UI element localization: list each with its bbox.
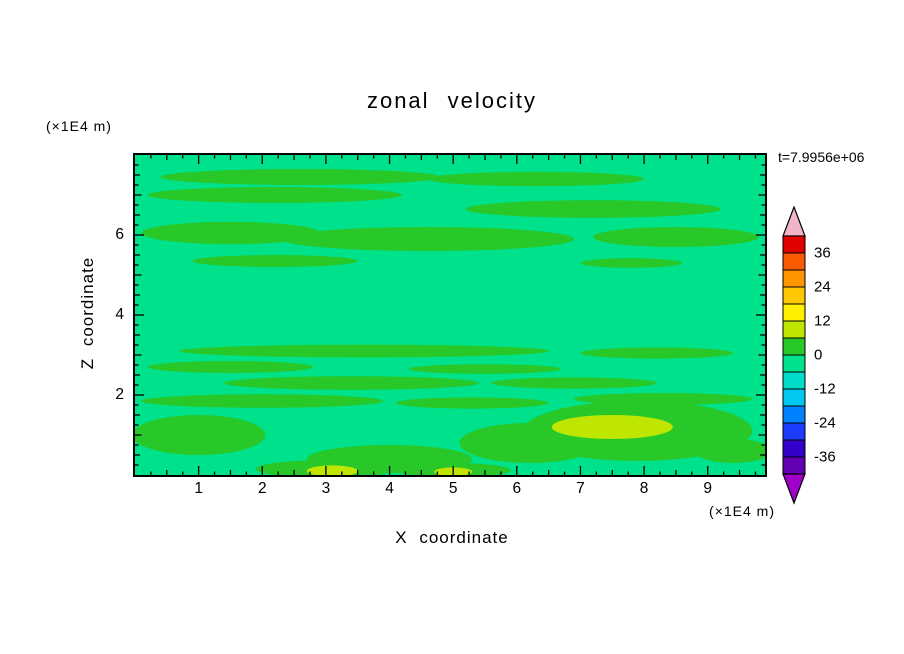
colorbar-segment	[782, 286, 806, 305]
contour-region	[306, 465, 358, 475]
contour-region	[141, 221, 320, 245]
contour-region	[179, 344, 549, 358]
contour-region	[465, 200, 721, 218]
colorbar-tick-label: 12	[814, 312, 831, 330]
time-label: t=7.9956e+06	[778, 149, 865, 165]
x-tick-label: 4	[385, 480, 394, 497]
x-axis-label: X coordinate	[395, 528, 509, 547]
colorbar-tick-label: 0	[814, 346, 823, 364]
x-tick-label: 3	[321, 480, 331, 497]
colorbar-segment	[782, 303, 806, 322]
contour-region	[551, 415, 673, 439]
contour-region	[580, 258, 683, 268]
x-tick-label: 6	[512, 480, 522, 497]
contour-region	[427, 171, 645, 187]
contour-region	[147, 361, 314, 373]
x-tick-label: 7	[576, 480, 585, 497]
plot-area	[133, 153, 767, 477]
colorbar-tick-label: -12	[814, 380, 836, 398]
contour-region	[491, 377, 657, 389]
x-tick-label: 2	[257, 480, 267, 497]
colorbar-segment	[782, 252, 806, 271]
colorbar-tick-label: -36	[814, 448, 836, 466]
colorbar-arrow-under	[782, 473, 806, 505]
contour-region	[408, 364, 562, 374]
colorbar-arrow-over	[782, 206, 806, 237]
x-tick-label: 1	[194, 480, 203, 497]
colorbar-tick-label: -24	[814, 414, 836, 432]
x-tick-label: 8	[639, 480, 649, 497]
colorbar-segment	[782, 320, 806, 339]
y-tick-label: 6	[115, 226, 124, 243]
colorbar-segment	[782, 456, 806, 475]
contour-region	[580, 347, 734, 359]
x-axis-unit-label: (×1E4 m)	[709, 503, 775, 519]
colorbar	[782, 206, 806, 505]
colorbar-segment	[782, 422, 806, 441]
contour-region	[395, 397, 549, 409]
contour-region	[281, 227, 575, 251]
colorbar-segment	[782, 405, 806, 424]
chart-title: zonal velocity	[366, 88, 538, 113]
contour-region	[160, 169, 441, 185]
colorbar-segment	[782, 388, 806, 407]
colorbar-segment	[782, 269, 806, 288]
contour-region	[147, 187, 403, 203]
contour-field	[135, 155, 765, 475]
contour-region	[593, 227, 759, 247]
contour-region	[135, 415, 266, 455]
contour-region	[695, 439, 765, 463]
contour-region	[141, 394, 384, 408]
colorbar-segment	[782, 439, 806, 458]
y-axis-unit-label: (×1E4 m)	[46, 118, 112, 134]
colorbar-segment	[782, 371, 806, 390]
x-tick-label: 9	[703, 480, 713, 497]
contour-region	[224, 376, 479, 390]
colorbar-segment	[782, 235, 806, 254]
y-tick-label: 2	[115, 386, 124, 403]
colorbar-segment	[782, 337, 806, 356]
colorbar-tick-label: 24	[814, 278, 831, 296]
colorbar-tick-label: 36	[814, 244, 831, 262]
colorbar-segment	[782, 354, 806, 373]
contour-region	[192, 255, 358, 267]
y-tick-label: 4	[115, 306, 124, 323]
x-tick-label: 5	[448, 480, 458, 497]
